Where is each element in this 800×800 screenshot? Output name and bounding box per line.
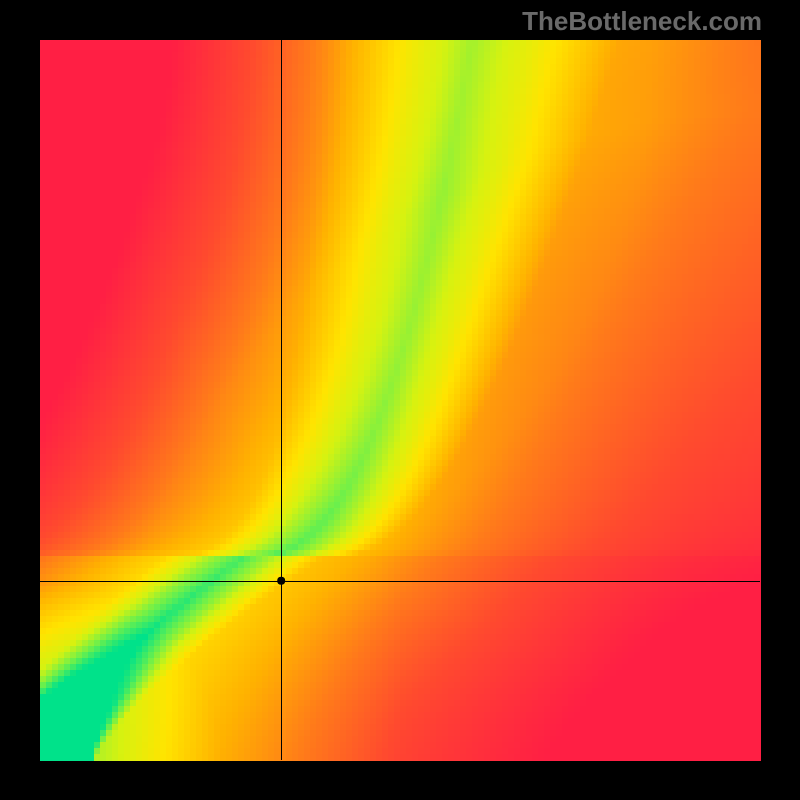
chart-frame: TheBottleneck.com — [0, 0, 800, 800]
watermark-text: TheBottleneck.com — [522, 6, 762, 37]
bottleneck-heatmap-canvas — [0, 0, 800, 800]
